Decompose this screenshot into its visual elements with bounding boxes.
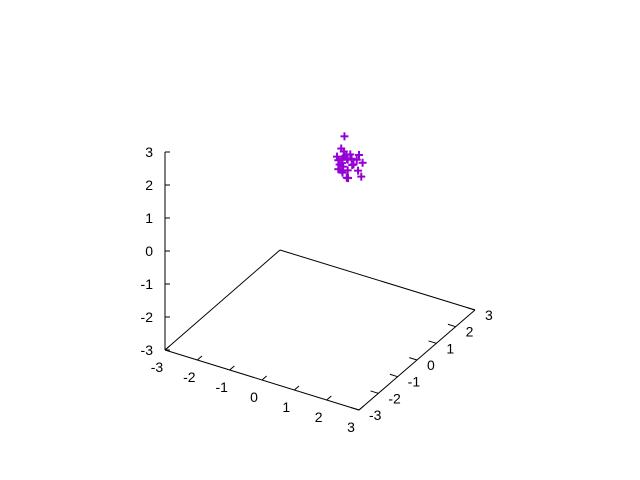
x-tick-labels: -3 -2 -1 0 1 2 3 xyxy=(151,359,355,435)
data-point xyxy=(338,154,347,163)
data-point xyxy=(349,160,358,169)
data-point xyxy=(340,132,349,141)
data-point xyxy=(342,173,351,182)
z-tick-label: 1 xyxy=(145,210,153,226)
data-point xyxy=(334,156,343,165)
y-tick-mark xyxy=(447,323,456,328)
x-tick-mark xyxy=(229,365,235,371)
z-tick-label: -1 xyxy=(141,276,154,292)
z-tick-label: 3 xyxy=(145,144,153,160)
data-point xyxy=(357,172,366,181)
z-tick-label: -3 xyxy=(141,342,154,358)
y-tick-label: -2 xyxy=(388,390,401,406)
y-tick-label: 3 xyxy=(485,307,493,323)
x-tick-mark xyxy=(261,375,267,381)
x-tick-label: 0 xyxy=(250,389,258,405)
x-tick-mark xyxy=(358,405,364,411)
data-point xyxy=(355,150,363,159)
data-point xyxy=(358,158,367,167)
y-tick-label: -1 xyxy=(408,374,421,390)
data-point xyxy=(354,166,363,175)
x-tick-mark xyxy=(326,395,332,401)
x-tick-label: -1 xyxy=(215,379,228,395)
y-tick-mark xyxy=(351,407,360,411)
y-tick-mark xyxy=(428,340,437,344)
y-tick-mark xyxy=(467,307,476,311)
x-tick-label: -2 xyxy=(183,369,196,385)
data-point xyxy=(339,147,348,156)
z-tick-label: 2 xyxy=(145,177,153,193)
x-tick-label: 2 xyxy=(315,409,323,425)
x-tick-label: 1 xyxy=(282,399,290,415)
y-tick-label: 0 xyxy=(427,357,435,373)
z-tick-labels: -3 -2 -1 0 1 2 3 xyxy=(141,144,154,358)
tick-marks xyxy=(164,151,476,411)
y-tick-mark xyxy=(409,357,418,361)
back-axis-line-right xyxy=(279,249,476,311)
x-tick-label: -3 xyxy=(151,359,164,375)
y-tick-label: -3 xyxy=(369,407,382,423)
y-tick-mark xyxy=(389,373,398,378)
y-tick-label: 2 xyxy=(466,324,474,340)
data-point xyxy=(346,150,355,159)
x-tick-mark xyxy=(197,355,203,361)
data-point xyxy=(343,166,352,175)
z-tick-label: -2 xyxy=(141,309,154,325)
back-axis-line-left xyxy=(164,249,281,351)
x-tick-mark xyxy=(164,345,170,351)
x-tick-mark xyxy=(294,385,300,391)
z-tick-label: 0 xyxy=(145,243,153,259)
data-point xyxy=(352,155,361,164)
data-point xyxy=(334,165,343,174)
data-points xyxy=(333,132,367,183)
x-tick-label: 3 xyxy=(347,419,355,435)
y-tick-label: 1 xyxy=(446,340,454,356)
y-tick-mark xyxy=(370,390,379,394)
